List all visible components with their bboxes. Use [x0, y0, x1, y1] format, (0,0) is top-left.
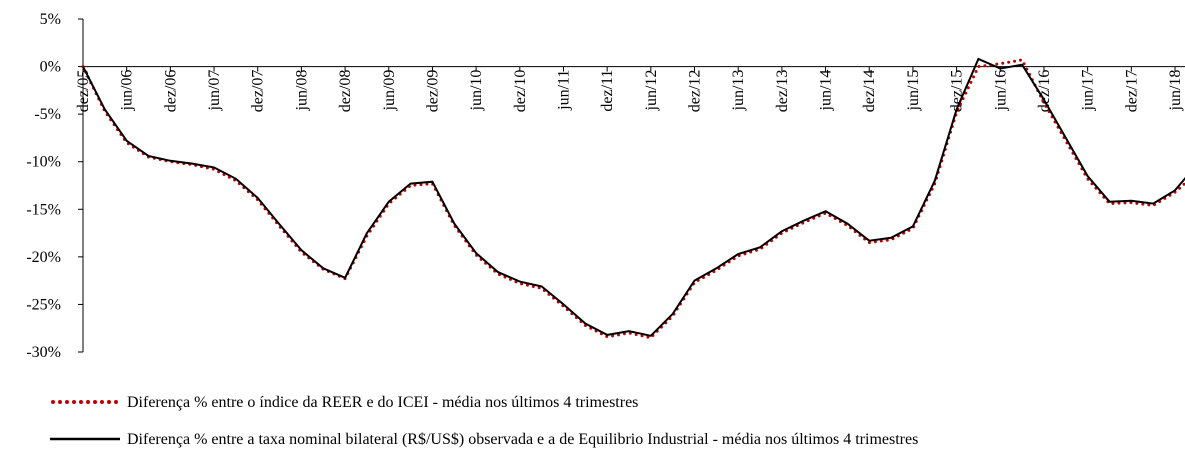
- x-tick-label: jun/07: [206, 70, 223, 112]
- x-tick-label: dez/13: [774, 70, 791, 113]
- x-tick-label: jun/16: [992, 70, 1009, 112]
- x-tick-label: dez/09: [424, 70, 441, 113]
- y-tick-label: -30%: [26, 344, 61, 361]
- x-tick-label: dez/10: [512, 70, 529, 113]
- x-tick-label: jun/10: [468, 70, 485, 112]
- y-tick-label: 5%: [40, 11, 61, 28]
- x-tick-label: dez/16: [1036, 70, 1053, 113]
- x-tick-label: jun/18: [1167, 70, 1184, 112]
- x-tick-label: jun/11: [555, 70, 572, 111]
- series-line: [82, 57, 1185, 337]
- x-tick-label: jun/14: [818, 70, 835, 112]
- x-tick-label: jun/17: [1080, 70, 1097, 112]
- x-tick-label: jun/13: [730, 70, 747, 112]
- x-tick-label: jun/12: [643, 70, 660, 112]
- x-tick-label: dez/05: [75, 70, 92, 113]
- series-line: [81, 58, 1185, 340]
- y-tick-label: -15%: [26, 201, 61, 218]
- y-tick-label: 0%: [40, 59, 61, 76]
- x-tick-label: dez/07: [250, 70, 267, 113]
- x-tick-label: dez/14: [861, 70, 878, 113]
- y-tick-label: -5%: [34, 106, 61, 123]
- y-tick-label: -20%: [26, 249, 61, 266]
- x-tick-label: dez/12: [687, 70, 704, 113]
- x-tick-label: jun/08: [293, 70, 310, 112]
- x-tick-label: dez/06: [162, 70, 179, 113]
- x-tick-label: jun/15: [905, 70, 922, 112]
- x-tick-label: dez/15: [949, 70, 966, 113]
- x-tick-label: dez/08: [337, 70, 354, 113]
- y-tick-label: -25%: [26, 296, 61, 313]
- x-tick-label: jun/09: [381, 70, 398, 112]
- legend-label: Diferença % entre a taxa nominal bilater…: [127, 431, 918, 448]
- x-tick-label: jun/06: [119, 70, 136, 112]
- y-tick-label: -10%: [26, 154, 61, 171]
- legend-label: Diferença % entre o índice da REER e do …: [127, 394, 638, 411]
- x-tick-label: dez/17: [1123, 70, 1140, 113]
- x-tick-label: dez/11: [599, 70, 616, 112]
